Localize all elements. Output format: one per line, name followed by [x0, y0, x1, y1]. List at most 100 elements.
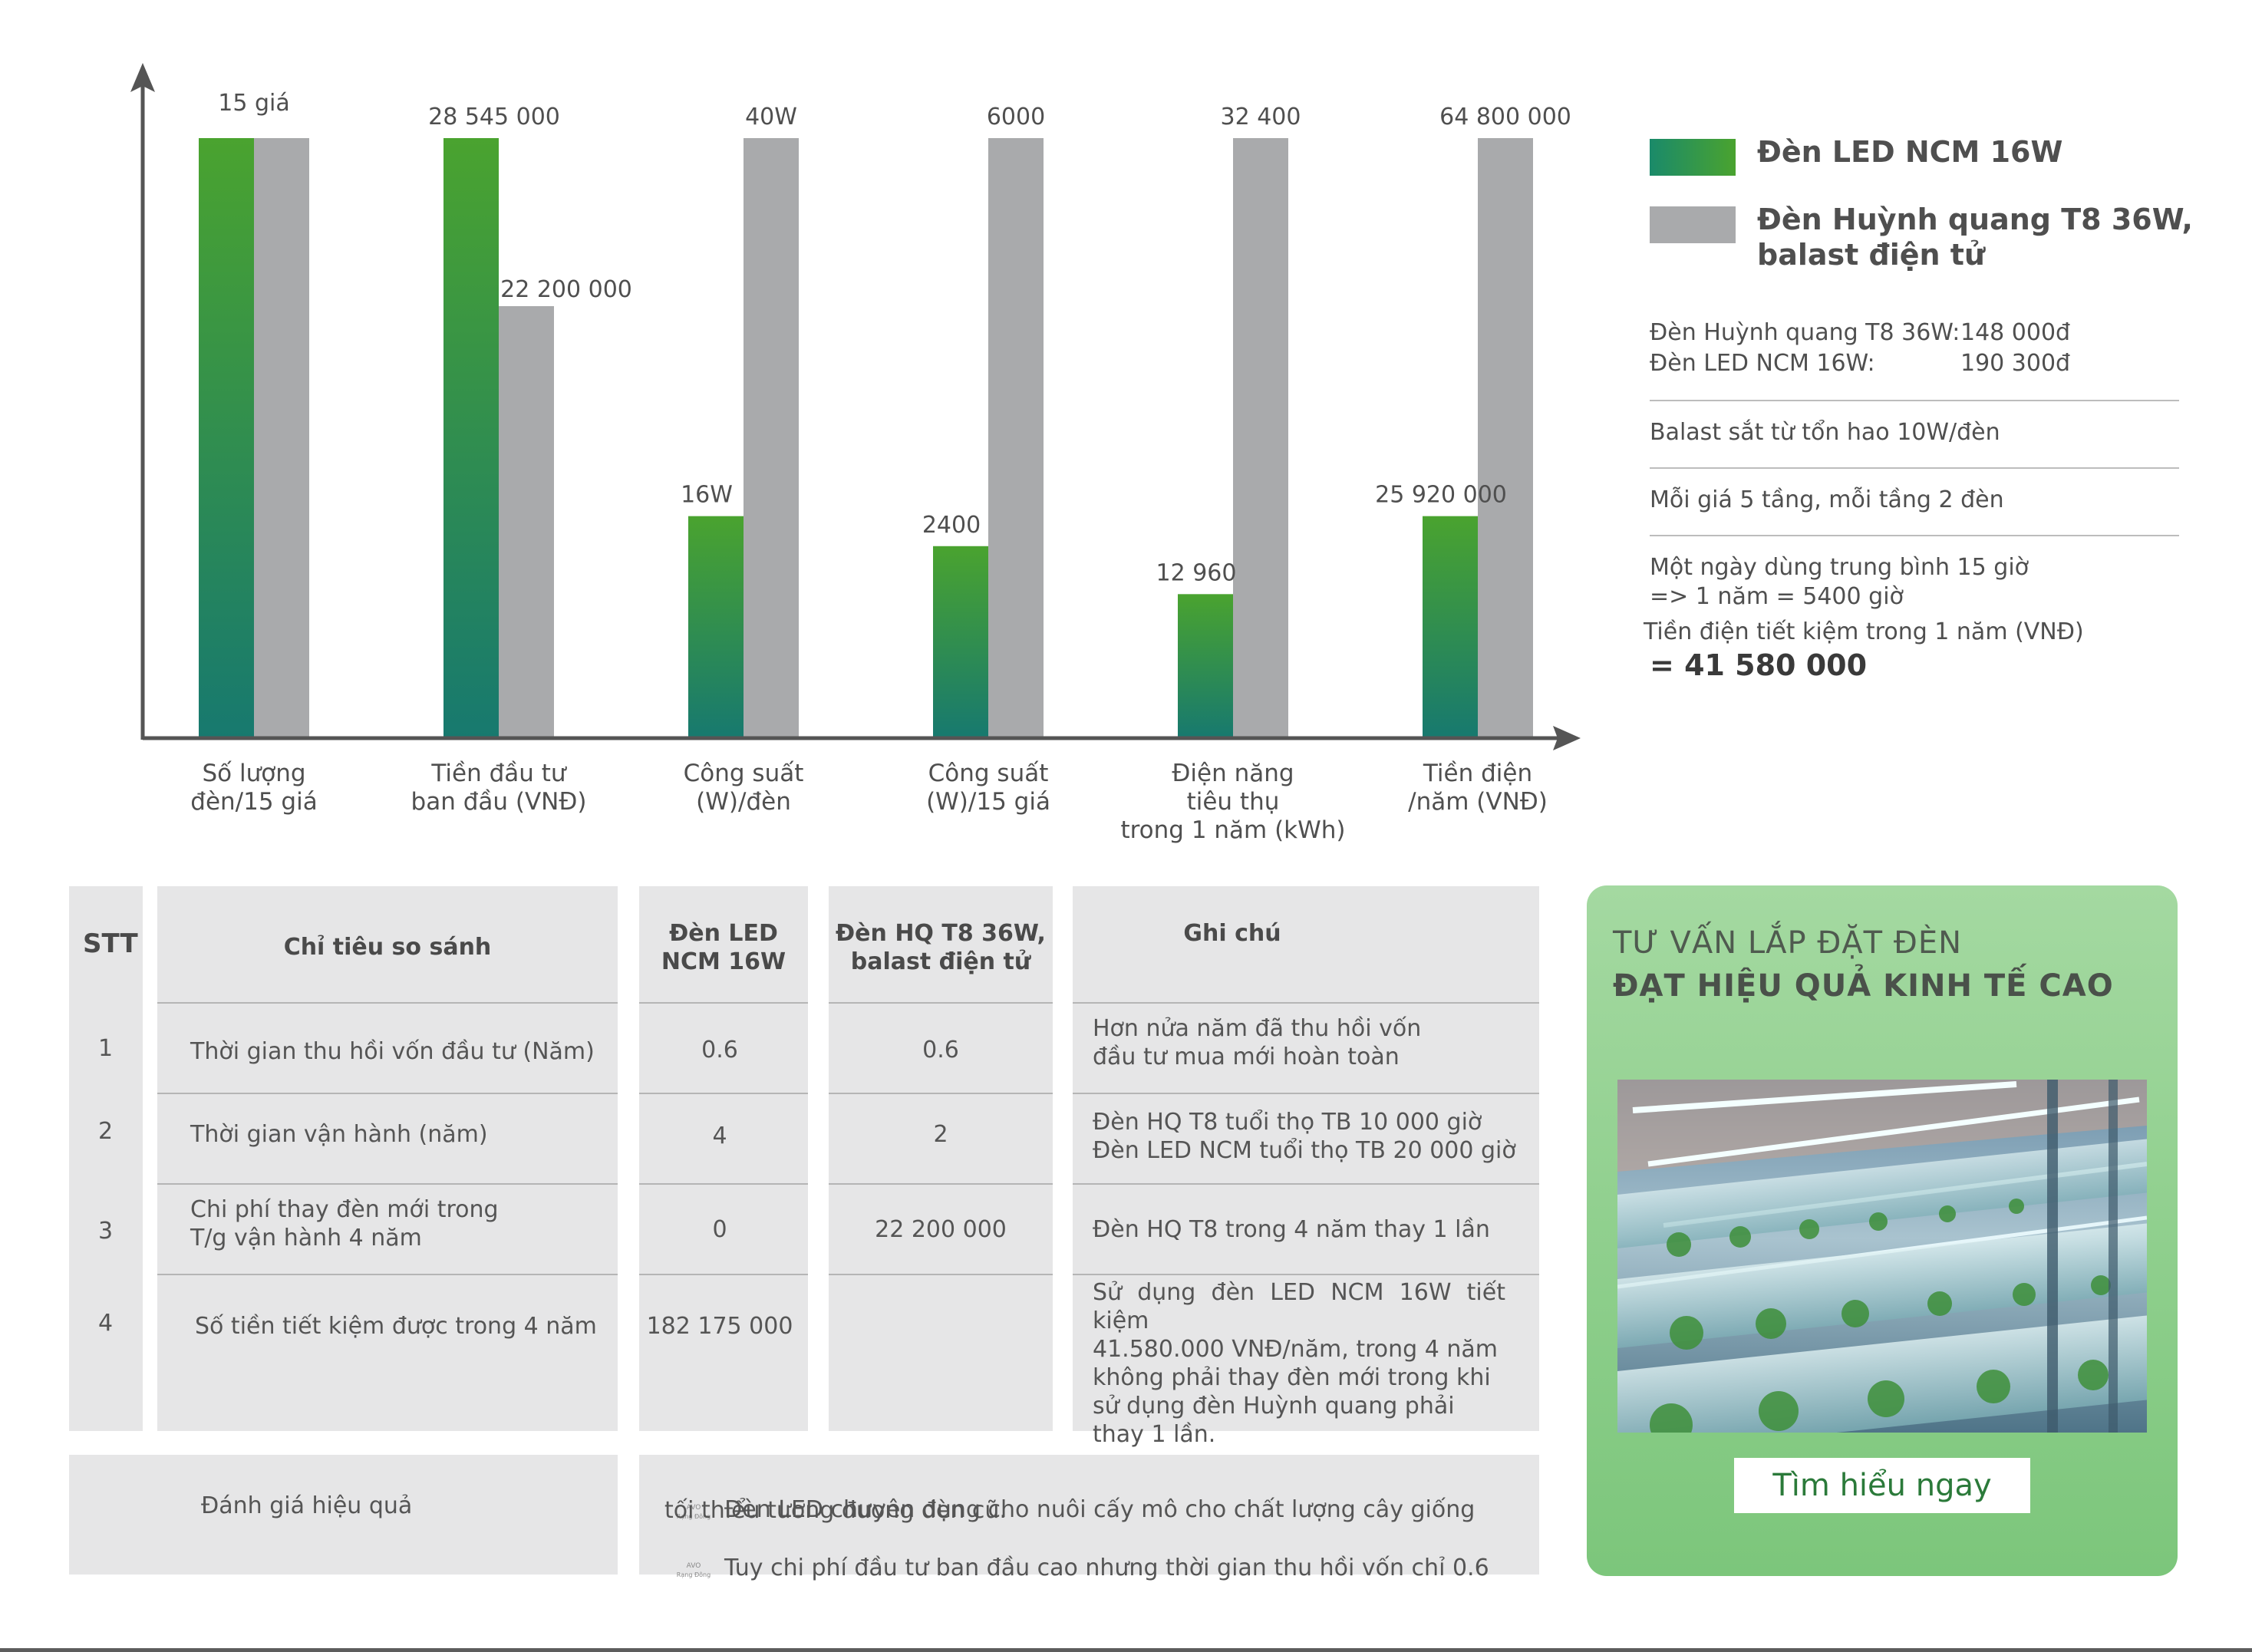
row4-note: Sử dụng đèn LED NCM 16W tiết kiệm 41.580… [1093, 1279, 1505, 1448]
bar-hq-3 [744, 138, 799, 738]
header-note: Ghi chú [1183, 920, 1281, 947]
col-criteria [157, 886, 618, 1431]
row-divider [1073, 1093, 1539, 1094]
price-value-hq: 148 000đ [1960, 319, 2071, 346]
row1-hq: 0.6 [922, 1037, 959, 1063]
learn-more-button[interactable]: Tìm hiểu ngay [1734, 1458, 2030, 1513]
category-label: Số lượng [202, 760, 305, 787]
evaluation-line-3: AVO Rạng Đông Tuy chi phí đầu tư ban đầu c… [669, 1525, 1489, 1582]
cta-heading-line2: ĐẠT HIỆU QUẢ KINH TẾ CAO [1613, 968, 2114, 1004]
legend-swatch-hq [1650, 206, 1736, 243]
bar-led-4 [933, 546, 988, 738]
evaluation-text-cell [639, 1455, 1539, 1575]
legend-item-led: Đèn LED NCM 16W [1650, 134, 2202, 176]
row1-criteria: Thời gian thu hồi vốn đầu tư (Năm) [190, 1038, 595, 1065]
note-shelves: Mỗi giá 5 tầng, mỗi tầng 2 đèn [1650, 469, 2179, 536]
price-value-led: 190 300đ [1960, 350, 2071, 377]
row2-criteria: Thời gian vận hành (năm) [190, 1121, 488, 1148]
row-divider [157, 1274, 618, 1275]
y-axis-arrow-icon [130, 63, 155, 92]
category-label: đèn/15 giá [190, 788, 317, 816]
svg-text:Rạng Đông: Rạng Đông [677, 1571, 711, 1579]
bar-led-2 [443, 138, 499, 738]
bar-led-1 [199, 138, 254, 738]
legend-label-led: Đèn LED NCM 16W [1757, 135, 2063, 169]
row3-criteria: Chi phí thay đèn mới trong T/g vận hành … [190, 1196, 499, 1251]
col-stt [69, 886, 143, 1431]
data-label: 64 800 000 [1439, 104, 1571, 130]
row3-note: Đèn HQ T8 trong 4 năm thay 1 lần [1093, 1216, 1490, 1243]
row4-led: 182 175 000 [646, 1313, 793, 1340]
header-stt: STT [83, 928, 138, 959]
row2-stt: 2 [98, 1118, 114, 1145]
data-label: 28 545 000 [428, 104, 560, 130]
consultation-panel: TƯ VẤN LẮP ĐẶT ĐÈN ĐẠT HIỆU QUẢ KINH TẾ … [1587, 885, 2178, 1576]
data-label: 25 920 000 [1375, 482, 1507, 509]
row-divider [639, 1183, 808, 1185]
row4-stt: 4 [98, 1310, 114, 1337]
cta-heading-line1: TƯ VẤN LẮP ĐẶT ĐÈN [1613, 925, 1963, 961]
category-label: Tiền đầu tư [430, 760, 566, 787]
data-label: 15 giá [218, 90, 289, 117]
data-label: 16W [681, 482, 733, 509]
bar-led-3 [688, 516, 744, 738]
chart-legend: Đèn LED NCM 16W Đèn Huỳnh quang T8 36W, … [1650, 134, 2202, 298]
lab-shelves-illustration [1617, 1080, 2147, 1433]
note-usage: Một ngày dùng trung bình 15 giờ => 1 năm… [1650, 554, 2029, 610]
row-divider [157, 1002, 618, 1004]
price-list: Đèn Huỳnh quang T8 36W: 148 000đ Đèn LED… [1650, 318, 2179, 401]
row-divider [1073, 1274, 1539, 1275]
price-label-hq: Đèn Huỳnh quang T8 36W: [1650, 319, 1960, 346]
row3-hq: 22 200 000 [875, 1216, 1007, 1243]
data-label: 22 200 000 [500, 276, 632, 303]
legend-swatch-led [1650, 139, 1736, 176]
data-label: 2400 [922, 512, 981, 539]
data-label: 6000 [987, 104, 1045, 130]
bar-hq-6 [1478, 138, 1533, 738]
bar-led-5 [1178, 594, 1233, 738]
category-label: /năm (VNĐ) [1408, 788, 1548, 816]
svg-text:AVO: AVO [687, 1562, 701, 1570]
evaluation-line-1: AVO Rạng Đông Đèn LED chuyên dụng cho nuôi… [669, 1467, 1475, 1524]
category-label: (W)/15 giá [926, 788, 1050, 816]
data-label: 12 960 [1156, 559, 1237, 586]
svg-text:Rạng Đông: Rạng Đông [677, 1512, 711, 1521]
legend-label-hq: Đèn Huỳnh quang T8 36W, balast điện tử [1757, 203, 2193, 272]
row-divider [829, 1002, 1053, 1004]
col-hq [829, 886, 1053, 1431]
row-divider [829, 1183, 1053, 1185]
bar-led-6 [1423, 516, 1478, 738]
footer-divider [0, 1648, 2252, 1652]
col-led [639, 886, 808, 1431]
evaluation-label-cell [69, 1455, 618, 1575]
row-divider [639, 1002, 808, 1004]
row-divider [157, 1093, 618, 1094]
row1-led: 0.6 [701, 1037, 738, 1063]
header-criteria: Chỉ tiêu so sánh [283, 934, 492, 961]
category-label: trong 1 năm (kWh) [1120, 816, 1345, 844]
evaluation-text-3: Tuy chi phí đầu tư ban đầu cao nhưng thờ… [724, 1555, 1489, 1581]
row-divider [1073, 1183, 1539, 1185]
evaluation-line-2: tối thiểu tương đương đèn cũ. [664, 1497, 1007, 1524]
category-label: Công suất [928, 760, 1049, 787]
row-divider [639, 1093, 808, 1094]
row-divider [829, 1093, 1053, 1094]
category-label: Điện năng [1172, 760, 1294, 787]
row3-stt: 3 [98, 1218, 114, 1245]
data-label: 40W [745, 104, 797, 130]
category-label: ban đầu (VNĐ) [411, 788, 587, 816]
bar-hq-2 [499, 305, 554, 739]
row3-led: 0 [712, 1216, 727, 1243]
row-divider [1073, 1002, 1539, 1004]
col-note [1073, 886, 1539, 1431]
tissue-culture-lab-photo [1617, 1080, 2147, 1433]
bar-hq-5 [1233, 138, 1288, 738]
note-ballast: Balast sắt từ tổn hao 10W/đèn [1650, 401, 2179, 469]
row4-criteria: Số tiền tiết kiệm được trong 4 năm [195, 1313, 597, 1340]
saving-value: = 41 580 000 [1650, 648, 1868, 682]
row-divider [829, 1274, 1053, 1275]
row1-stt: 1 [98, 1035, 114, 1062]
assumption-notes: Đèn Huỳnh quang T8 36W: 148 000đ Đèn LED… [1644, 318, 2179, 682]
